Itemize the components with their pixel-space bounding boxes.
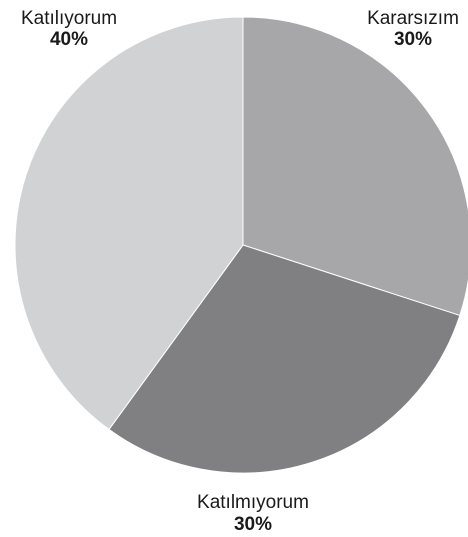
label-group-katilmiyorum: Katılmıyorum 30%: [197, 492, 309, 535]
slice-label-kararsizim: Kararsızım: [367, 8, 459, 29]
label-group-kararsizim: Kararsızım 30%: [367, 8, 459, 50]
slice-label-katilmiyorum: Katılmıyorum: [197, 492, 309, 513]
pie-slice-katiliyorum: [14, 16, 244, 431]
pie-slice-kararsizim: [242, 16, 468, 317]
slice-value-kararsizim: 30%: [394, 29, 432, 50]
pie-slice-katilmiyorum: [108, 244, 461, 474]
label-group-katiliyorum: Katılıyorum 40%: [21, 8, 117, 50]
slice-label-katiliyorum: Katılıyorum: [21, 8, 117, 29]
slice-value-katilmiyorum: 30%: [234, 514, 272, 535]
slice-value-katiliyorum: 40%: [50, 29, 88, 50]
pie-slices: [14, 16, 468, 474]
